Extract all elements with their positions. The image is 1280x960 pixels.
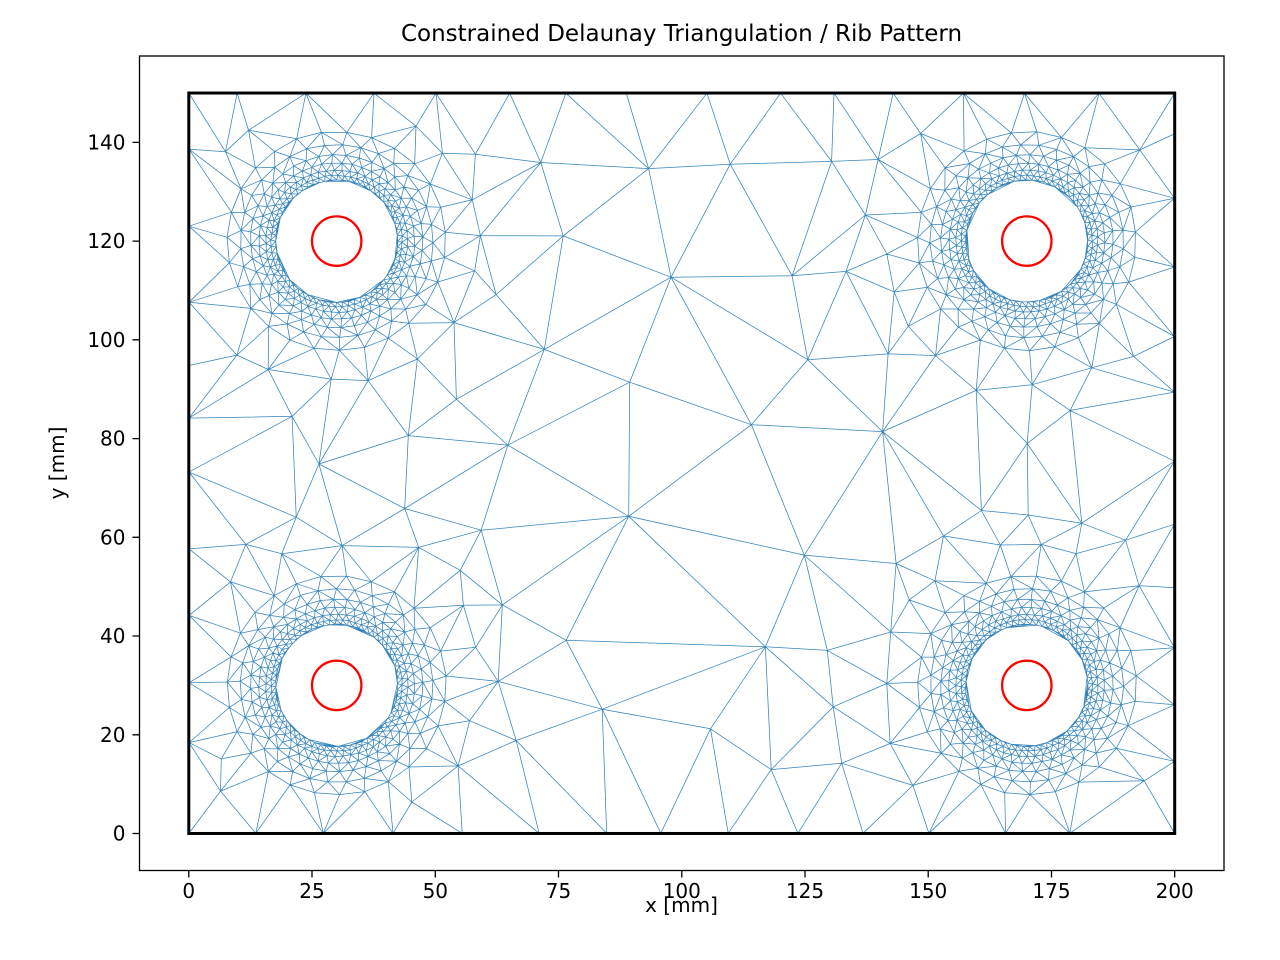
hole-circle (310, 215, 363, 267)
x-tick-label: 25 (299, 879, 324, 903)
hole-circle (1000, 215, 1053, 267)
y-tick-label: 0 (113, 822, 126, 846)
y-tick-label: 100 (87, 328, 125, 352)
y-tick-label: 140 (87, 130, 125, 154)
y-tick-label: 40 (100, 624, 125, 648)
x-tick-label: 175 (1032, 879, 1070, 903)
y-tick-label: 120 (87, 229, 125, 253)
x-tick-label: 50 (423, 879, 448, 903)
triangulation-mesh (188, 92, 1176, 834)
mesh-edges (188, 92, 1176, 834)
x-tick-label: 200 (1156, 879, 1194, 903)
axes-layer: 0 25 50 75 100 125 150 175 200 0 20 40 60 80 100 120 140 (87, 55, 1225, 903)
chart-title: Constrained Delaunay Triangulation / Rib… (400, 21, 963, 47)
y-tick-label: 80 (100, 427, 125, 451)
x-ticks (188, 870, 1176, 878)
y-tick-label: 60 (100, 525, 125, 549)
x-axis-label: x [mm] (645, 893, 718, 917)
x-tick-label: 0 (182, 879, 195, 903)
y-ticks (132, 141, 140, 835)
x-tick-label: 75 (546, 879, 571, 903)
y-tick-label: 20 (100, 723, 125, 747)
x-tick-label: 100 (663, 879, 701, 903)
x-tick-label: 125 (786, 879, 824, 903)
domain-outline (187, 91, 1177, 835)
hole-circles-layer (310, 215, 1053, 712)
domain-outline-layer (187, 91, 1177, 835)
hole-circle (1000, 659, 1053, 712)
x-tick-label: 150 (909, 879, 947, 903)
hole-circle (310, 659, 363, 712)
